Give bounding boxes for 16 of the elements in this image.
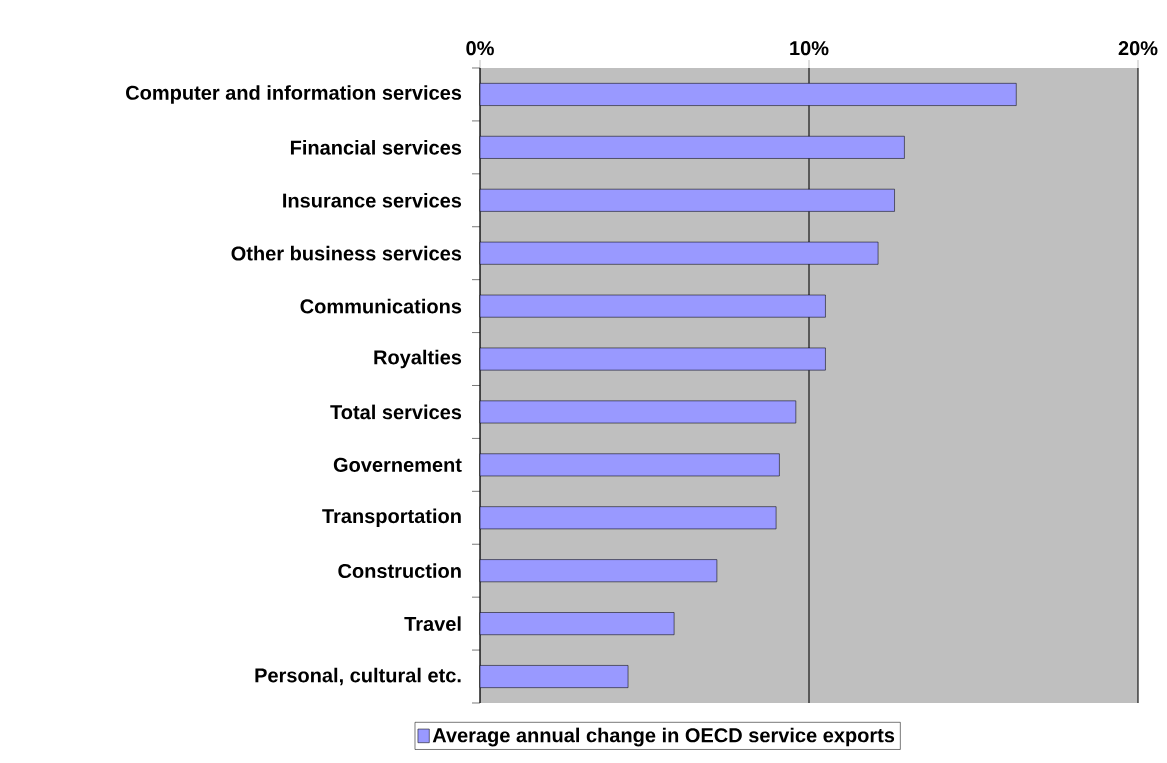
y-tick-label: Total services (330, 404, 462, 420)
y-tick-label: Construction (338, 563, 461, 579)
legend-label: Average annual change in OECD service exports (432, 727, 895, 747)
x-tick-label: 20% (1118, 41, 1158, 56)
y-tick-label: Royalties (374, 349, 462, 369)
y-tick-label: Computer and information services (126, 85, 462, 104)
y-tick-label: Financial services (290, 140, 462, 155)
y-tick-label: Personal, cultural etc. (255, 667, 461, 686)
y-tick-label: Communications (300, 298, 462, 314)
y-tick-label: Other business services (231, 245, 462, 261)
x-tick-label: 0% (466, 41, 494, 56)
x-tick-label: 10% (790, 41, 829, 56)
y-tick-label: Governement (333, 457, 462, 472)
y-tick-label: Transportation (322, 508, 461, 528)
y-tick-label: Travel (404, 616, 461, 631)
y-tick-label: Insurance services (283, 192, 462, 208)
